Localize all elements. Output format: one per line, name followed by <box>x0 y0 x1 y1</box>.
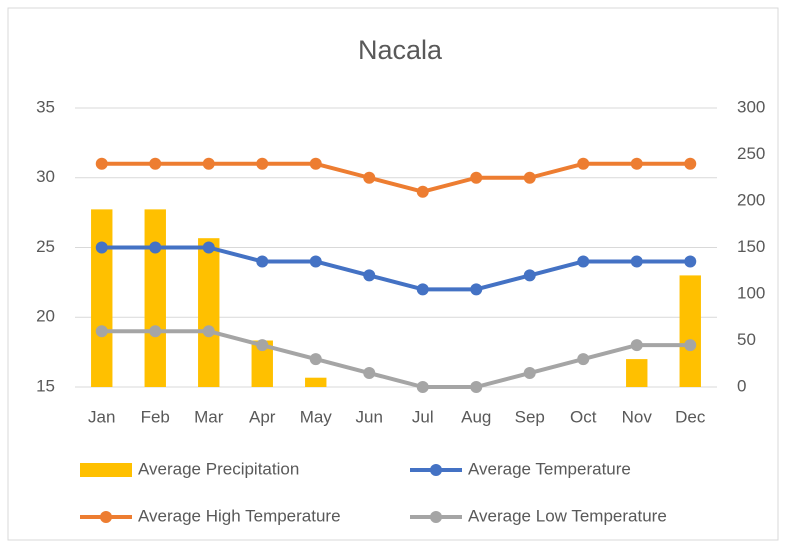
bar <box>679 275 701 387</box>
marker <box>202 157 215 170</box>
marker <box>256 157 269 170</box>
marker <box>470 381 483 393</box>
marker <box>577 255 590 268</box>
y2-tick-label: 200 <box>737 190 765 209</box>
y2-tick-label: 50 <box>737 330 756 349</box>
marker <box>202 325 215 338</box>
marker <box>523 367 536 380</box>
y2-tick-label: 100 <box>737 283 765 302</box>
y2-tick-label: 300 <box>737 97 765 116</box>
marker <box>470 171 483 184</box>
marker <box>309 353 322 366</box>
bar <box>626 359 648 387</box>
marker <box>363 367 376 380</box>
marker <box>416 381 429 393</box>
marker <box>630 255 643 268</box>
marker <box>202 241 215 254</box>
x-tick-label: May <box>300 407 333 426</box>
x-tick-label: Aug <box>461 407 491 426</box>
line <box>101 245 691 292</box>
y2-tick-label: 250 <box>737 144 765 163</box>
marker <box>363 269 376 282</box>
marker <box>95 157 108 170</box>
legend-label: Average Precipitation <box>138 459 299 478</box>
marker <box>256 255 269 268</box>
x-tick-label: Oct <box>570 407 597 426</box>
x-tick-label: Feb <box>141 407 170 426</box>
marker <box>630 339 643 352</box>
marker <box>256 339 269 352</box>
bar <box>144 209 166 387</box>
marker <box>577 157 590 170</box>
x-tick-label: Apr <box>249 407 276 426</box>
y-tick-label: 15 <box>36 376 55 395</box>
marker <box>416 185 429 198</box>
x-tick-label: Jan <box>88 407 115 426</box>
marker <box>577 353 590 366</box>
x-tick-label: Nov <box>622 407 653 426</box>
y2-tick-label: 0 <box>737 376 746 395</box>
marker <box>684 255 697 268</box>
marker <box>630 157 643 170</box>
x-tick-label: Jul <box>412 407 434 426</box>
marker <box>149 157 162 170</box>
bar <box>305 377 327 387</box>
marker <box>523 269 536 282</box>
legend-label: Average High Temperature <box>138 506 341 525</box>
marker <box>95 241 108 254</box>
y-tick-label: 35 <box>36 97 55 116</box>
x-tick-label: Jun <box>356 407 383 426</box>
marker <box>470 283 483 296</box>
bar <box>198 238 220 387</box>
marker <box>363 171 376 184</box>
marker <box>684 339 697 352</box>
x-tick-label: Sep <box>515 407 545 426</box>
x-tick-label: Mar <box>194 407 224 426</box>
chart-title: Nacala <box>358 35 443 65</box>
bar <box>91 209 113 387</box>
legend-marker <box>430 464 442 476</box>
bar <box>251 340 273 387</box>
y2-tick-label: 150 <box>737 237 765 256</box>
marker <box>149 325 162 338</box>
y-tick-label: 25 <box>36 237 55 256</box>
marker <box>523 171 536 184</box>
legend-marker <box>100 511 112 523</box>
chart-border <box>7 7 779 541</box>
legend-marker <box>430 511 442 523</box>
legend-label: Average Temperature <box>468 459 631 478</box>
marker <box>416 283 429 296</box>
legend-swatch <box>80 463 132 477</box>
x-tick-label: Dec <box>675 407 706 426</box>
marker <box>149 241 162 254</box>
line <box>101 329 691 389</box>
marker <box>95 325 108 338</box>
legend-label: Average Low Temperature <box>468 506 667 525</box>
marker <box>309 157 322 170</box>
marker <box>309 255 322 268</box>
marker <box>684 157 697 170</box>
y-tick-label: 30 <box>36 167 55 186</box>
line <box>101 161 691 194</box>
y-tick-label: 20 <box>36 307 55 326</box>
